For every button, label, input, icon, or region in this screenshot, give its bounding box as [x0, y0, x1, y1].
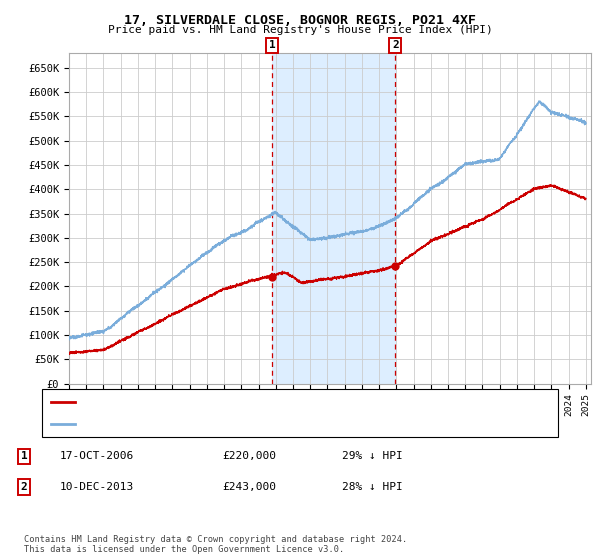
Text: 10-DEC-2013: 10-DEC-2013 [60, 482, 134, 492]
Text: Price paid vs. HM Land Registry's House Price Index (HPI): Price paid vs. HM Land Registry's House … [107, 25, 493, 35]
Text: HPI: Average price, detached house, Arun: HPI: Average price, detached house, Arun [81, 419, 316, 430]
Text: 1: 1 [20, 451, 28, 461]
Text: £220,000: £220,000 [222, 451, 276, 461]
Text: 28% ↓ HPI: 28% ↓ HPI [342, 482, 403, 492]
Text: Contains HM Land Registry data © Crown copyright and database right 2024.
This d: Contains HM Land Registry data © Crown c… [24, 535, 407, 554]
Text: £243,000: £243,000 [222, 482, 276, 492]
Text: 17, SILVERDALE CLOSE, BOGNOR REGIS, PO21 4XF (detached house): 17, SILVERDALE CLOSE, BOGNOR REGIS, PO21… [81, 396, 439, 407]
Text: 2: 2 [392, 40, 398, 50]
Text: 17, SILVERDALE CLOSE, BOGNOR REGIS, PO21 4XF: 17, SILVERDALE CLOSE, BOGNOR REGIS, PO21… [124, 14, 476, 27]
Text: 17-OCT-2006: 17-OCT-2006 [60, 451, 134, 461]
Text: 2: 2 [20, 482, 28, 492]
Text: 1: 1 [269, 40, 275, 50]
Text: 29% ↓ HPI: 29% ↓ HPI [342, 451, 403, 461]
